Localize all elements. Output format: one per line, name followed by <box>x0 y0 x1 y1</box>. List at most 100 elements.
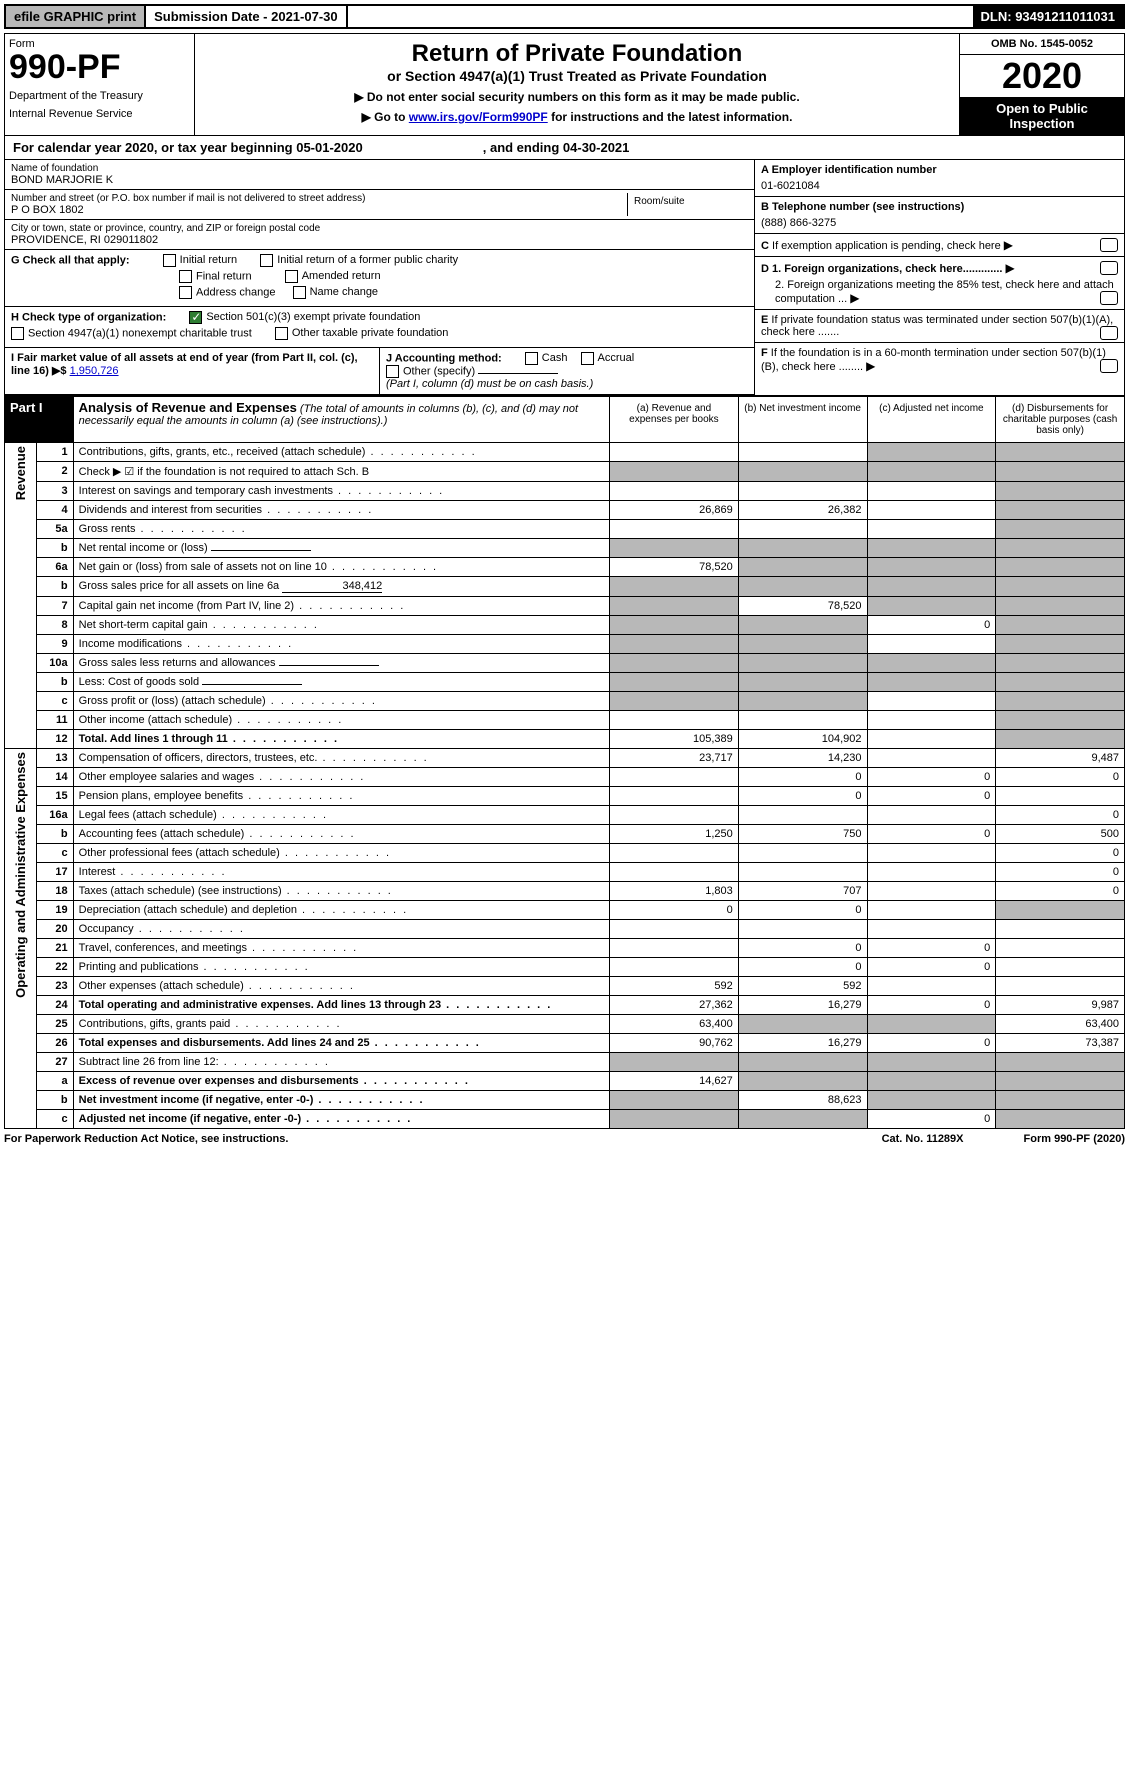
cb-e[interactable] <box>1100 326 1118 340</box>
room-label: Room/suite <box>634 196 742 207</box>
cb-4947[interactable] <box>11 327 24 340</box>
line-num: 19 <box>37 901 73 920</box>
cb-amended[interactable] <box>285 270 298 283</box>
amount-cell <box>996 616 1125 635</box>
amount-cell <box>738 558 867 577</box>
amount-cell <box>610 635 739 654</box>
line-desc: Total operating and administrative expen… <box>73 996 609 1015</box>
amount-cell <box>610 806 739 825</box>
fmv-amount[interactable]: 1,950,726 <box>70 365 119 377</box>
col-d: (d) Disbursements for charitable purpose… <box>996 397 1125 443</box>
amount-cell: 592 <box>610 977 739 996</box>
form-link[interactable]: www.irs.gov/Form990PF <box>409 110 548 124</box>
cb-f[interactable] <box>1100 359 1118 373</box>
amount-cell <box>867 482 996 501</box>
line-num: 27 <box>37 1053 73 1072</box>
line-desc: Income modifications <box>73 635 609 654</box>
f-label: If the foundation is in a 60-month termi… <box>761 347 1106 373</box>
cb-initial-former[interactable] <box>260 254 273 267</box>
amount-cell <box>610 443 739 462</box>
amount-cell: 0 <box>738 939 867 958</box>
line-num: a <box>37 1072 73 1091</box>
cb-initial[interactable] <box>163 254 176 267</box>
amount-cell <box>867 749 996 768</box>
line-desc: Net investment income (if negative, ente… <box>73 1091 609 1110</box>
amount-cell <box>738 443 867 462</box>
note1: ▶ Do not enter social security numbers o… <box>205 90 949 104</box>
amount-cell <box>996 920 1125 939</box>
line-desc: Check ▶ ☑ if the foundation is not requi… <box>73 462 609 482</box>
line-desc: Travel, conferences, and meetings <box>73 939 609 958</box>
amount-cell <box>867 730 996 749</box>
line-num: 6a <box>37 558 73 577</box>
omb: OMB No. 1545-0052 <box>960 34 1124 55</box>
amount-cell <box>996 692 1125 711</box>
amount-cell <box>867 673 996 692</box>
cb-addr-change[interactable] <box>179 286 192 299</box>
cb-final[interactable] <box>179 270 192 283</box>
cb-c[interactable] <box>1100 238 1118 252</box>
cb-name-change[interactable] <box>293 286 306 299</box>
amount-cell <box>867 539 996 558</box>
amount-cell: 0 <box>610 901 739 920</box>
cb-501c3[interactable] <box>189 311 202 324</box>
amount-cell <box>867 1053 996 1072</box>
cb-d2[interactable] <box>1100 291 1118 305</box>
line-num: b <box>37 1091 73 1110</box>
amount-cell: 0 <box>996 768 1125 787</box>
amount-cell: 0 <box>867 825 996 844</box>
col-c: (c) Adjusted net income <box>867 397 996 443</box>
line-num: 26 <box>37 1034 73 1053</box>
amount-cell: 0 <box>996 863 1125 882</box>
amount-cell <box>867 711 996 730</box>
line-desc: Interest on savings and temporary cash i… <box>73 482 609 501</box>
line-num: 1 <box>37 443 73 462</box>
cb-other-tax[interactable] <box>275 327 288 340</box>
line-num: 9 <box>37 635 73 654</box>
amount-cell <box>738 673 867 692</box>
amount-cell <box>610 711 739 730</box>
amount-cell: 63,400 <box>610 1015 739 1034</box>
line-num: c <box>37 844 73 863</box>
oae-label: Operating and Administrative Expenses <box>5 749 37 1129</box>
efile-label: efile GRAPHIC print <box>6 6 144 27</box>
line-num: 12 <box>37 730 73 749</box>
amount-cell <box>867 920 996 939</box>
line-desc: Pension plans, employee benefits <box>73 787 609 806</box>
line-desc: Net rental income or (loss) <box>73 539 609 558</box>
amount-cell <box>610 863 739 882</box>
line-num: 10a <box>37 654 73 673</box>
amount-cell: 90,762 <box>610 1034 739 1053</box>
name-label: Name of foundation <box>11 163 748 174</box>
amount-cell: 26,382 <box>738 501 867 520</box>
part1-table: Part I Analysis of Revenue and Expenses … <box>4 396 1125 1129</box>
amount-cell <box>996 462 1125 482</box>
line-num: 18 <box>37 882 73 901</box>
d1-label: D 1. Foreign organizations, check here..… <box>761 263 1002 275</box>
line-num: b <box>37 825 73 844</box>
amount-cell: 0 <box>867 1110 996 1129</box>
amount-cell <box>610 616 739 635</box>
cb-other-acct[interactable] <box>386 365 399 378</box>
note2: ▶ Go to www.irs.gov/Form990PF for instru… <box>205 110 949 124</box>
amount-cell <box>610 1110 739 1129</box>
amount-cell <box>996 673 1125 692</box>
line-num: b <box>37 577 73 597</box>
cb-accrual[interactable] <box>581 352 594 365</box>
amount-cell <box>996 635 1125 654</box>
amount-cell: 0 <box>867 616 996 635</box>
col-b: (b) Net investment income <box>738 397 867 443</box>
amount-cell <box>610 1053 739 1072</box>
amount-cell <box>996 711 1125 730</box>
amount-cell: 500 <box>996 825 1125 844</box>
amount-cell <box>610 920 739 939</box>
foundation-name: BOND MARJORIE K <box>11 174 748 186</box>
amount-cell: 0 <box>867 958 996 977</box>
cb-cash[interactable] <box>525 352 538 365</box>
cb-d1[interactable] <box>1100 261 1118 275</box>
addr-label: Number and street (or P.O. box number if… <box>11 193 627 204</box>
amount-cell: 0 <box>738 901 867 920</box>
tel-label: B Telephone number (see instructions) <box>761 201 1118 213</box>
amount-cell <box>610 1091 739 1110</box>
section-h: H Check type of organization: Section 50… <box>5 307 754 348</box>
